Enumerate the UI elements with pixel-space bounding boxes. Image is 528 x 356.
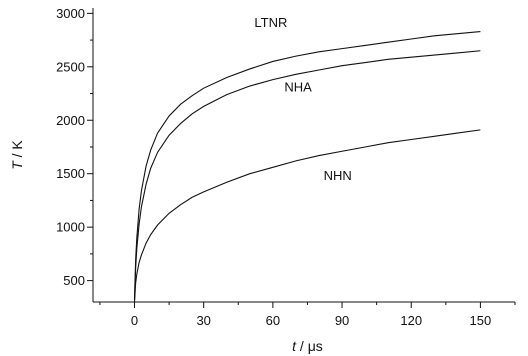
x-tick-label: 90 <box>335 313 349 328</box>
tick-marks <box>87 13 515 308</box>
y-axis-label: T / K <box>9 140 25 170</box>
y-tick-label: 2500 <box>56 59 85 74</box>
series-labels: LTNR NHA NHN <box>254 15 351 183</box>
series-curve-nhn <box>135 130 481 302</box>
x-tick-label: 30 <box>196 313 210 328</box>
x-axis-label: t / μs <box>292 338 323 354</box>
x-tick-label: 120 <box>400 313 422 328</box>
y-tick-label: 1000 <box>56 220 85 235</box>
x-tick-label: 0 <box>131 313 138 328</box>
x-tick-label: 150 <box>470 313 492 328</box>
x-tick-label: 60 <box>266 313 280 328</box>
y-tick-label: 500 <box>63 273 85 288</box>
y-axis-separator: / <box>9 150 25 162</box>
series-curves <box>135 32 481 302</box>
series-label-nhn: NHN <box>324 168 352 183</box>
x-axis-separator: / <box>296 338 308 354</box>
y-tick-label: 2000 <box>56 113 85 128</box>
series-label-ltnr: LTNR <box>254 15 287 30</box>
x-axis-unit: μs <box>308 338 323 354</box>
y-tick-label: 1500 <box>56 166 85 181</box>
y-tick-label: 3000 <box>56 6 85 21</box>
series-label-nha: NHA <box>284 79 312 94</box>
y-axis-unit: K <box>9 140 25 150</box>
